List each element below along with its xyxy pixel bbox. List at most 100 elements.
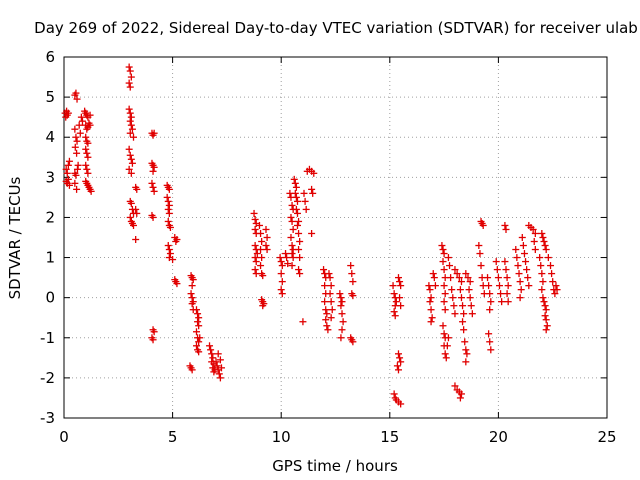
data-point — [494, 274, 502, 282]
data-point — [216, 374, 224, 382]
data-point — [164, 217, 172, 225]
data-point — [325, 270, 333, 278]
data-point — [259, 272, 267, 280]
data-point — [320, 266, 328, 274]
data-point — [125, 79, 133, 87]
data-point — [250, 209, 258, 217]
data-point — [277, 258, 285, 266]
data-point — [456, 286, 464, 294]
data-point — [439, 246, 447, 254]
data-point — [338, 310, 346, 318]
data-point — [337, 334, 345, 342]
data-point — [540, 298, 548, 306]
data-point — [440, 330, 448, 338]
data-point — [394, 366, 402, 374]
data-point — [498, 298, 506, 306]
data-point — [540, 238, 548, 246]
chart-title: Day 269 of 2022, Sidereal Day-to-day VTE… — [34, 19, 638, 37]
data-point — [453, 270, 461, 278]
data-point — [166, 250, 174, 258]
data-point — [132, 205, 140, 213]
data-point — [71, 179, 79, 187]
x-axis-label: GPS time / hours — [272, 457, 398, 475]
data-point — [251, 215, 259, 223]
data-point — [517, 286, 525, 294]
data-point — [547, 262, 555, 270]
data-point — [544, 254, 552, 262]
data-point — [128, 159, 136, 167]
data-point — [448, 286, 456, 294]
data-point — [150, 328, 158, 336]
data-point — [485, 330, 493, 338]
data-point — [440, 282, 448, 290]
data-point — [347, 262, 355, 270]
data-point — [126, 117, 134, 125]
data-point — [164, 197, 172, 205]
data-point — [257, 246, 265, 254]
data-point — [255, 221, 263, 229]
data-point — [524, 274, 532, 282]
data-point — [501, 258, 509, 266]
data-point — [396, 354, 404, 362]
data-point — [484, 274, 492, 282]
data-point — [487, 298, 495, 306]
data-point — [64, 175, 72, 183]
data-point — [292, 205, 300, 213]
data-point — [460, 310, 468, 318]
data-point — [164, 242, 172, 250]
data-point — [189, 276, 197, 284]
data-point — [492, 258, 500, 266]
data-point — [257, 229, 265, 237]
data-point — [308, 229, 316, 237]
data-point — [293, 221, 301, 229]
data-point — [439, 322, 447, 330]
data-point — [548, 270, 556, 278]
data-point — [520, 250, 528, 258]
data-point — [446, 262, 454, 270]
data-point — [169, 256, 177, 264]
data-point — [288, 217, 296, 225]
data-point — [207, 346, 215, 354]
data-point — [467, 302, 475, 310]
data-point — [449, 294, 457, 302]
data-point — [425, 282, 433, 290]
data-point — [173, 280, 181, 288]
data-point — [262, 225, 270, 233]
data-point — [253, 250, 261, 258]
data-point — [84, 169, 92, 177]
x-tick-labels: 0 5 10 15 20 25 — [59, 428, 616, 446]
data-point — [282, 250, 290, 258]
data-point — [276, 254, 284, 262]
data-point — [192, 328, 200, 336]
y-axis-label: SDTVAR / TECUs — [6, 176, 24, 299]
data-point — [487, 346, 495, 354]
data-point — [427, 294, 435, 302]
data-point — [451, 382, 459, 390]
data-point — [451, 310, 459, 318]
data-point — [504, 282, 512, 290]
data-point — [530, 238, 538, 246]
data-point — [462, 346, 470, 354]
data-point — [391, 312, 399, 320]
data-point — [394, 350, 402, 358]
data-point — [287, 213, 295, 221]
data-point — [338, 326, 346, 334]
y-tick-label: 3 — [45, 168, 55, 186]
data-point — [195, 338, 203, 346]
data-point — [429, 270, 437, 278]
data-point — [291, 189, 299, 197]
data-point — [323, 322, 331, 330]
data-point — [126, 129, 134, 137]
data-point — [293, 197, 301, 205]
data-point — [514, 262, 522, 270]
data-point — [149, 183, 157, 191]
data-point — [64, 109, 72, 117]
data-point — [73, 149, 81, 157]
data-point — [542, 326, 550, 334]
data-point — [72, 171, 80, 179]
data-point — [84, 139, 92, 147]
data-point — [523, 266, 531, 274]
data-point — [522, 258, 530, 266]
data-point — [486, 306, 494, 314]
data-point — [321, 298, 329, 306]
